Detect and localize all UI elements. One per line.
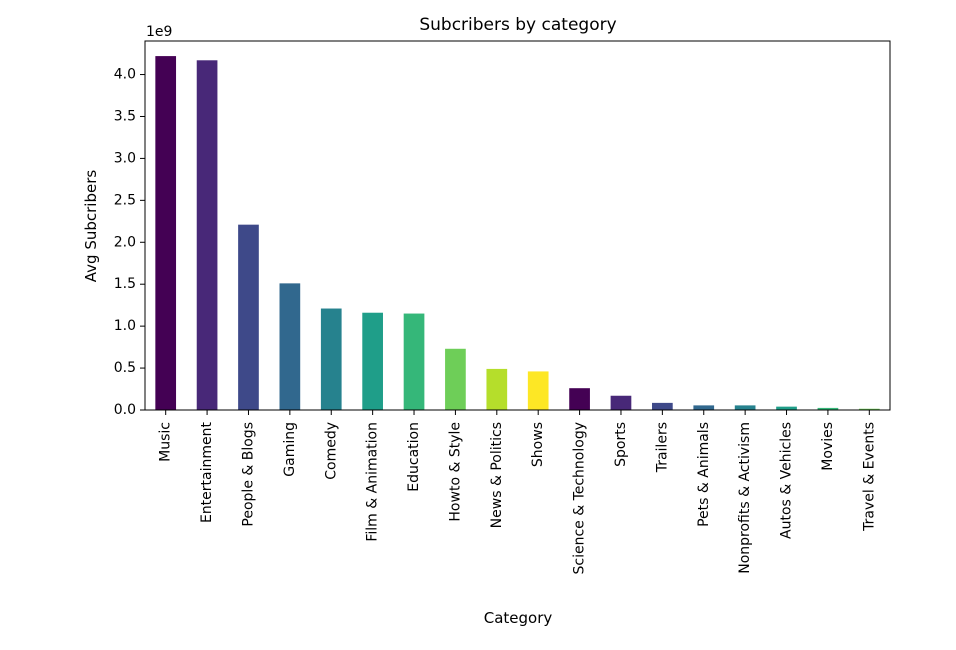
bar-14 — [734, 405, 756, 410]
bar-6 — [403, 313, 425, 410]
bar-12 — [652, 402, 673, 410]
x-tick-label-6: Education — [406, 422, 422, 492]
bar-17 — [858, 408, 880, 410]
bar-3 — [279, 283, 301, 410]
plot-frame — [144, 40, 891, 411]
y-tick-label-8: 4.0 — [114, 67, 136, 83]
y-tick-label-7: 3.5 — [114, 108, 136, 124]
x-tick-label-3: Gaming — [282, 422, 298, 477]
bar-9 — [527, 371, 549, 410]
y-axis: 0.0 0.5 1.0 1.5 2.0 2.5 3.0 3.5 4.0 — [114, 67, 145, 418]
y-tick-label-3: 1.5 — [114, 276, 136, 292]
y-tick-label-2: 1.0 — [114, 318, 136, 334]
x-axis-label: Category — [484, 609, 553, 627]
bar-11 — [610, 395, 632, 410]
x-tick-label-8: News & Politics — [489, 422, 505, 528]
bar-0 — [155, 56, 177, 410]
x-tick-label-14: Nonprofits & Activism — [737, 422, 753, 574]
bar-4 — [320, 308, 342, 410]
x-tick-label-12: Trailers — [654, 422, 670, 473]
bars-group — [155, 56, 880, 410]
x-axis: Music Entertainment People & Blogs Gaming Co… — [158, 410, 877, 575]
y-tick-label-1: 0.5 — [114, 360, 136, 376]
bar-2 — [238, 224, 259, 410]
x-tick-label-9: Shows — [530, 422, 546, 467]
bar-1 — [196, 60, 218, 410]
x-tick-label-15: Autos & Vehicles — [779, 422, 795, 539]
y-axis-label: Avg Subcribers — [82, 170, 100, 283]
y-tick-label-0: 0.0 — [114, 402, 136, 418]
x-tick-label-13: Pets & Animals — [696, 422, 712, 527]
bar-15 — [776, 406, 797, 410]
bar-5 — [362, 312, 383, 410]
bar-7 — [445, 348, 466, 410]
x-tick-label-4: Comedy — [323, 422, 339, 480]
x-tick-label-7: Howto & Style — [447, 422, 463, 522]
x-tick-label-1: Entertainment — [199, 421, 215, 523]
bar-10 — [569, 388, 590, 410]
x-tick-label-17: Travel & Events — [861, 422, 877, 532]
x-tick-label-16: Movies — [820, 422, 836, 471]
x-tick-label-2: People & Blogs — [240, 422, 256, 527]
bar-13 — [693, 405, 715, 410]
x-tick-label-5: Film & Animation — [365, 422, 381, 542]
chart-title: Subcribers by category — [419, 15, 616, 35]
bar-8 — [486, 368, 508, 410]
y-offset-label: 1e9 — [146, 24, 172, 40]
x-tick-label-11: Sports — [613, 422, 629, 467]
y-tick-label-5: 2.5 — [114, 192, 136, 208]
y-tick-label-6: 3.0 — [114, 150, 136, 166]
bar-16 — [817, 407, 839, 410]
y-tick-label-4: 2.0 — [114, 234, 136, 250]
x-tick-label-10: Science & Technology — [572, 422, 588, 575]
x-tick-label-0: Music — [158, 422, 174, 462]
